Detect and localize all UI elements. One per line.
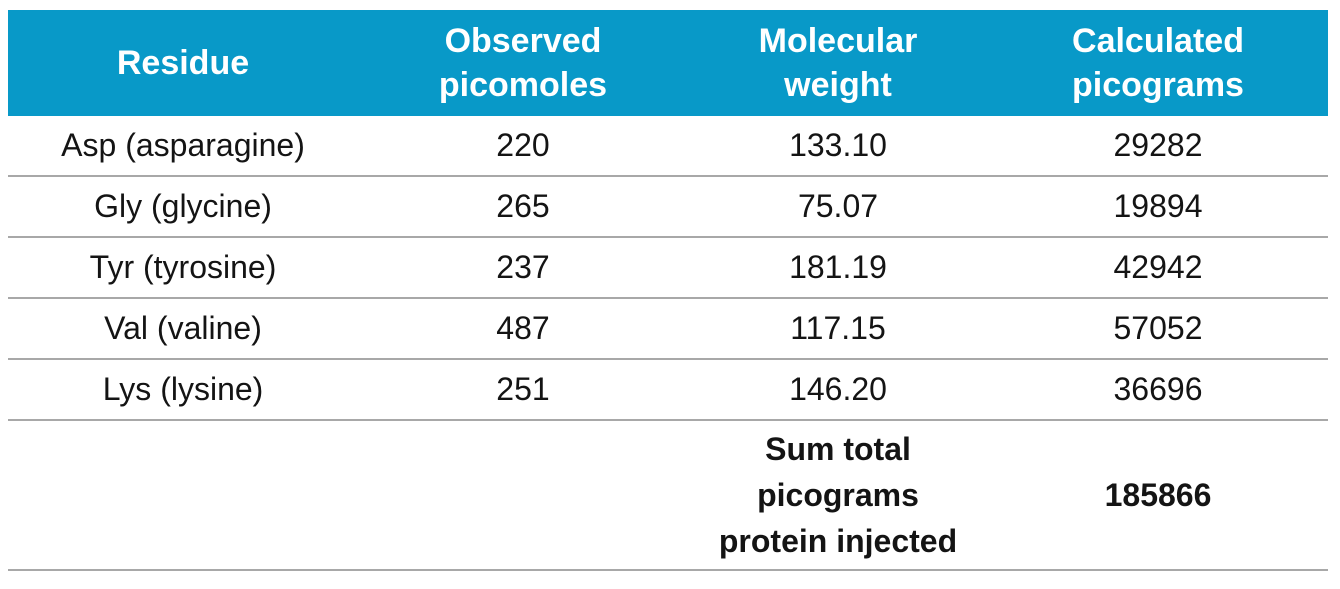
header-residue: Residue — [8, 10, 358, 116]
header-calculated-line-2: picograms — [1072, 66, 1244, 104]
header-observed-line-1: Observed — [444, 22, 602, 60]
amino-acid-table: Residue Observed picomoles Molecular wei… — [8, 10, 1328, 571]
total-label: Sum total picograms protein injected — [688, 420, 988, 571]
header-observed-line-2: picomoles — [438, 66, 608, 104]
header-observed-picomoles: Observed picomoles — [358, 10, 688, 116]
total-label-line-2: picograms — [757, 477, 919, 513]
total-empty-cell — [358, 420, 688, 571]
table-row: Val (valine) 487 117.15 57052 — [8, 298, 1328, 360]
cell-picomoles: 220 — [358, 116, 688, 177]
table-header: Residue Observed picomoles Molecular wei… — [8, 10, 1328, 116]
total-label-line-1: Sum total — [765, 431, 911, 467]
cell-picograms: 42942 — [988, 237, 1328, 299]
cell-picograms: 19894 — [988, 176, 1328, 238]
header-calculated-picograms: Calculated picograms — [988, 10, 1328, 116]
total-empty-cell — [8, 420, 358, 571]
cell-picomoles: 265 — [358, 176, 688, 238]
total-row: Sum total picograms protein injected 185… — [8, 420, 1328, 571]
table-body: Asp (asparagine) 220 133.10 29282 Gly (g… — [8, 116, 1328, 571]
cell-picograms: 36696 — [988, 359, 1328, 421]
cell-molecular-weight: 146.20 — [688, 359, 988, 421]
cell-picograms: 29282 — [988, 116, 1328, 177]
cell-residue: Lys (lysine) — [8, 359, 358, 421]
total-value: 185866 — [988, 420, 1328, 571]
header-molecular-line-2: weight — [784, 66, 892, 104]
table-row: Gly (glycine) 265 75.07 19894 — [8, 176, 1328, 238]
header-molecular-weight: Molecular weight — [688, 10, 988, 116]
cell-residue: Val (valine) — [8, 298, 358, 360]
cell-residue: Tyr (tyrosine) — [8, 237, 358, 299]
cell-picomoles: 487 — [358, 298, 688, 360]
cell-residue: Gly (glycine) — [8, 176, 358, 238]
header-row: Residue Observed picomoles Molecular wei… — [8, 10, 1328, 116]
table-row: Tyr (tyrosine) 237 181.19 42942 — [8, 237, 1328, 299]
cell-molecular-weight: 133.10 — [688, 116, 988, 177]
header-molecular-line-1: Molecular — [758, 22, 918, 60]
cell-picomoles: 251 — [358, 359, 688, 421]
header-calculated-line-1: Calculated — [1072, 22, 1244, 60]
header-residue-line: Residue — [116, 44, 250, 82]
cell-molecular-weight: 117.15 — [688, 298, 988, 360]
cell-residue: Asp (asparagine) — [8, 116, 358, 177]
cell-molecular-weight: 75.07 — [688, 176, 988, 238]
cell-picograms: 57052 — [988, 298, 1328, 360]
amino-acid-table-container: Residue Observed picomoles Molecular wei… — [8, 10, 1328, 571]
table-row: Lys (lysine) 251 146.20 36696 — [8, 359, 1328, 421]
cell-molecular-weight: 181.19 — [688, 237, 988, 299]
total-label-line-3: protein injected — [718, 523, 958, 559]
cell-picomoles: 237 — [358, 237, 688, 299]
table-row: Asp (asparagine) 220 133.10 29282 — [8, 116, 1328, 177]
